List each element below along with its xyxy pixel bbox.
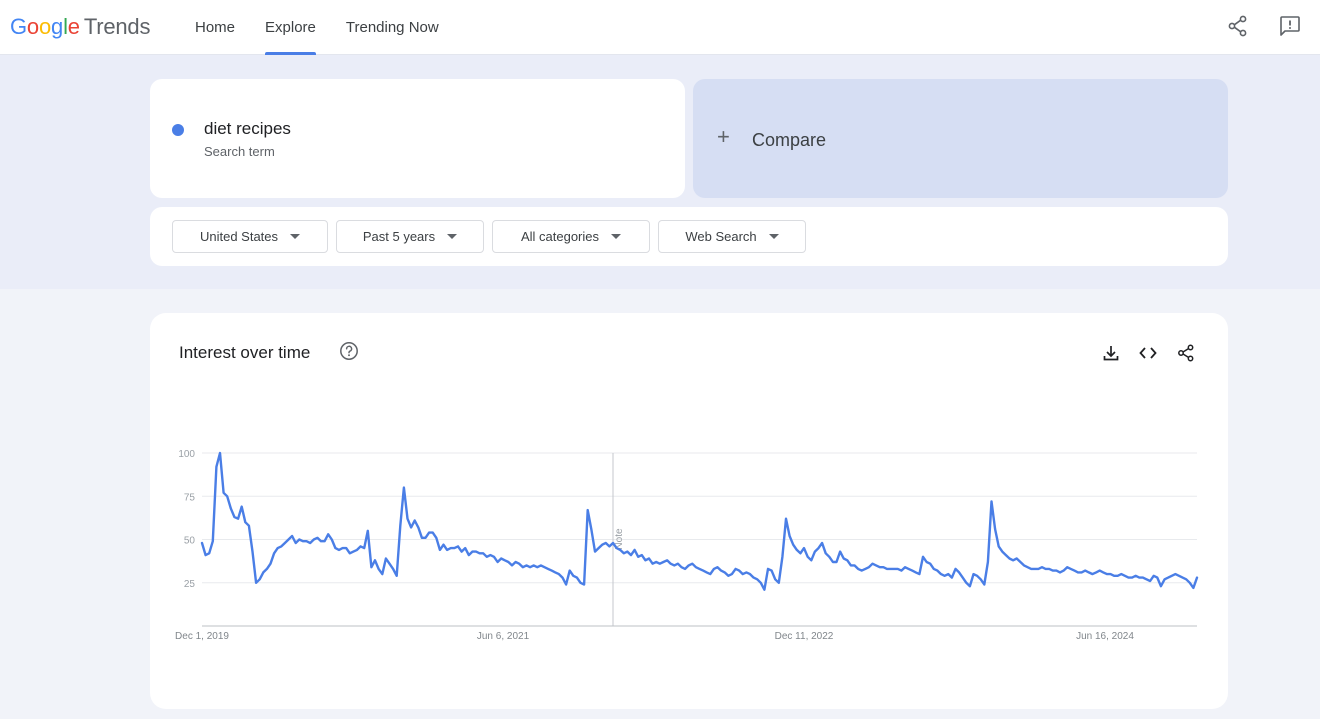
logo-letter: o: [26, 14, 39, 39]
main-nav: Home Explore Trending Now: [195, 0, 439, 55]
panel-title: Interest over time: [179, 343, 311, 362]
logo-product: Trends: [83, 14, 151, 39]
caret-down-icon: [611, 234, 622, 239]
compare-label: Compare: [752, 130, 827, 150]
top-bar: Google Trends Home Explore Trending Now: [0, 0, 1320, 55]
x-axis-date-label: Jun 16, 2024: [1076, 631, 1134, 642]
logo-letter: o: [38, 14, 52, 39]
annotation-note-label[interactable]: Note: [614, 528, 625, 550]
search-term-type: Search term: [204, 144, 275, 159]
caret-down-icon: [290, 234, 301, 239]
search-term-card[interactable]: diet recipes Search term: [150, 79, 685, 198]
search-term[interactable]: diet recipes: [204, 119, 291, 138]
nav-home[interactable]: Home: [195, 19, 236, 36]
region-filter-label: United States: [199, 229, 279, 244]
gridlines: [202, 452, 1197, 584]
series-line-diet-recipes: [200, 451, 1199, 591]
compare-button[interactable]: + Compare: [693, 79, 1228, 198]
y-tick-label: 75: [184, 492, 196, 503]
y-axis-ticks: 25 50 75 100: [178, 449, 195, 590]
time-range-filter[interactable]: Past 5 years: [336, 220, 484, 253]
search-type-filter-label: Web Search: [685, 229, 757, 244]
filter-bar: United States Past 5 years All categorie…: [150, 207, 1228, 266]
caret-down-icon: [768, 234, 779, 239]
y-tick-label: 50: [184, 536, 196, 547]
download-icon[interactable]: [1101, 343, 1121, 363]
logo-letter: l: [63, 14, 68, 39]
time-range-filter-label: Past 5 years: [362, 229, 436, 244]
region-filter[interactable]: United States: [172, 220, 328, 253]
share-icon[interactable]: [1226, 14, 1250, 38]
x-axis-date-label: Dec 1, 2019: [175, 631, 229, 642]
logo-letter: G: [10, 14, 27, 39]
logo-letter: g: [51, 14, 64, 39]
search-type-filter[interactable]: Web Search: [658, 220, 806, 253]
x-axis-date-label: Dec 11, 2022: [775, 631, 834, 642]
y-tick-label: 100: [178, 449, 195, 460]
logo-letter: e: [67, 14, 80, 39]
plus-icon: +: [717, 124, 730, 149]
x-axis-labels: Dec 1, 2019 Jun 6, 2021 Dec 11, 2022 Jun 16…: [175, 631, 1134, 642]
interest-over-time-card: Interest over time 25 50 75 100 Note Dec 1,…: [150, 313, 1228, 709]
feedback-icon[interactable]: [1278, 14, 1302, 38]
caret-down-icon: [447, 234, 458, 239]
category-filter-label: All categories: [520, 229, 600, 244]
nav-trending-now[interactable]: Trending Now: [345, 19, 439, 36]
nav-explore[interactable]: Explore: [265, 0, 316, 55]
term-color-dot: [172, 124, 184, 136]
y-tick-label: 25: [184, 579, 196, 590]
google-trends-logo[interactable]: Google Trends: [10, 14, 150, 40]
category-filter[interactable]: All categories: [492, 220, 650, 253]
x-axis-date-label: Jun 6, 2021: [477, 631, 530, 642]
share-icon[interactable]: [1176, 343, 1196, 363]
embed-icon[interactable]: [1138, 343, 1158, 363]
help-icon[interactable]: [339, 341, 359, 361]
